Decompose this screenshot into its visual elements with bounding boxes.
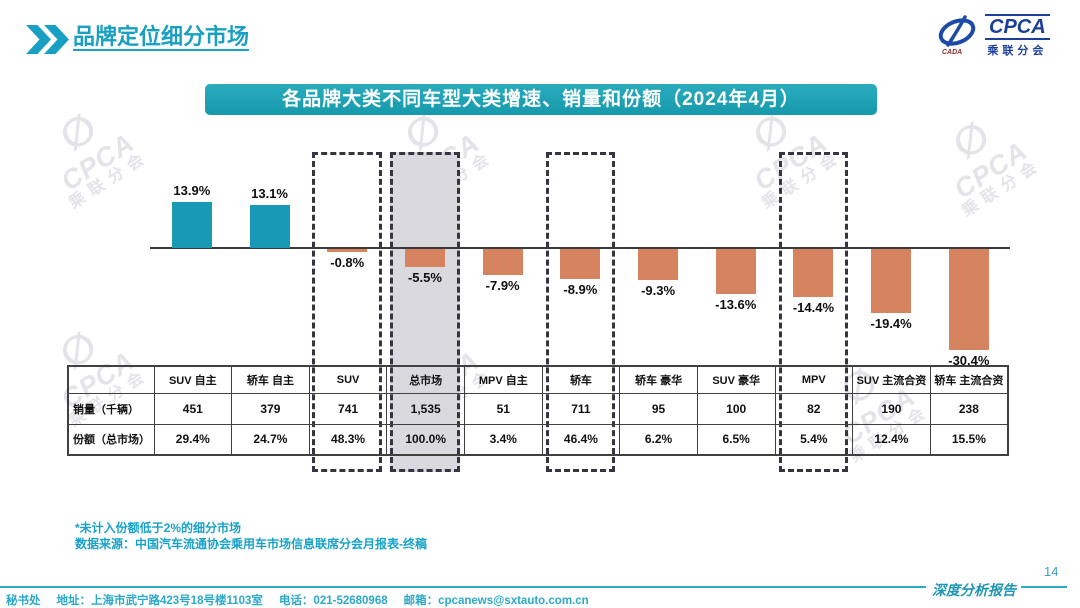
table-row: 份额（总市场） 29.4% 24.7% 48.3% 100.0% 3.4% 46.4% 6.2… (67, 423, 1009, 456)
bar-SUV 自主 (171, 201, 212, 248)
column-header: SUV 主流合资 (852, 365, 931, 394)
table-cell: 451 (153, 392, 233, 425)
table-cell: 15.5% (929, 423, 1009, 456)
bar-value-label: -14.4% (792, 299, 835, 315)
row-header: 销量（千辆） (67, 392, 155, 425)
footer-email[interactable]: 邮箱：cpcanews@sxtauto.com.cn (403, 595, 589, 607)
title-chevrons-icon (26, 25, 69, 59)
corner-cell (67, 365, 155, 394)
footer-contact: 秘书处 地址：上海市武宁路423号18号楼1103室 电话：021-526809… (6, 592, 589, 608)
bar-SUV 豪华 (715, 249, 756, 295)
bar-value-label: -0.8% (330, 255, 365, 270)
table-cell: 1,535 (386, 392, 465, 425)
cpca-emblem-icon: CADA (938, 15, 976, 56)
bar-SUV (327, 249, 368, 252)
table-cell: 48.3% (308, 423, 388, 456)
table-cell: 3.4% (464, 423, 543, 456)
column-header: SUV 自主 (153, 365, 233, 394)
table-cell: 238 (929, 392, 1009, 425)
column-header: SUV 豪华 (696, 365, 776, 394)
bar-value-label: -19.4% (870, 316, 912, 332)
table-cell: 6.2% (619, 423, 698, 456)
bar-轿车 豪华 (638, 249, 679, 280)
table-cell: 190 (852, 392, 931, 425)
bar-value-label: -9.3% (641, 282, 676, 298)
column-header: MPV (774, 365, 854, 394)
footnote-source: 数据来源：中国汽车流通协会乘用车市场信息联席分会月报表-终稿 (75, 536, 427, 551)
highlight-box-SUV (312, 152, 383, 472)
bar-总市场 (404, 249, 445, 268)
table-cell: 51 (464, 392, 543, 425)
bar-value-label: -7.9% (485, 278, 520, 294)
logo-cpca-text: CPCA (985, 14, 1050, 40)
column-header: SUV (308, 365, 388, 394)
table-cell: 29.4% (153, 423, 233, 456)
table-cell: 379 (231, 392, 310, 425)
data-table: SUV 自主 轿车 自主 SUV 总市场 MPV 自主 轿车 轿车 豪华 SUV 豪华 MPV S… (67, 365, 1009, 456)
table-cell: 100 (696, 392, 776, 425)
column-header: 轿车 主流合资 (929, 365, 1009, 394)
footer-secretariat: 秘书处 (6, 595, 41, 607)
row-header: 份额（总市场） (67, 423, 155, 456)
footer-divider (0, 586, 926, 588)
table-cell: 46.4% (541, 423, 621, 456)
svg-text:CADA: CADA (942, 49, 962, 56)
table-header-row: SUV 自主 轿车 自主 SUV 总市场 MPV 自主 轿车 轿车 豪华 SUV 豪华 MPV S… (67, 365, 1009, 394)
bar-value-label: -5.5% (407, 270, 442, 286)
bar-SUV 主流合资 (871, 249, 912, 314)
table-cell: 100.0% (386, 423, 465, 456)
bar-value-label: -8.9% (563, 281, 598, 297)
footnotes: *未计入份额低于2%的细分市场 数据来源：中国汽车流通协会乘用车市场信息联席分会… (75, 521, 427, 553)
footer-line-short (1021, 586, 1067, 588)
page-number: 14 (1044, 564, 1059, 579)
bar-轿车 自主 (249, 204, 290, 248)
bar-轿车 (560, 249, 601, 279)
table-cell: 82 (774, 392, 854, 425)
column-header: 轿车 (541, 365, 621, 394)
column-header: MPV 自主 (464, 365, 543, 394)
logo-subtitle: 乘联分会 (987, 45, 1048, 57)
footer-phone: 电话：021-52680968 (278, 595, 388, 607)
column-header: 轿车 豪华 (619, 365, 698, 394)
table-cell: 711 (541, 392, 621, 425)
bar-value-label: 13.1% (251, 185, 288, 201)
chevron-right-icon (26, 25, 51, 54)
column-header: 总市场 (386, 365, 465, 394)
footer-address: 地址：上海市武宁路423号18号楼1103室 (56, 595, 263, 607)
table-cell: 741 (308, 392, 388, 425)
cpca-logo: CADA CPCA 乘联分会 (934, 14, 1050, 58)
table-cell: 6.5% (696, 423, 776, 456)
table-cell: 95 (619, 392, 698, 425)
table-cell: 24.7% (231, 423, 310, 456)
bar-轿车 主流合资 (948, 249, 989, 350)
report-label: 深度分析报告 (932, 584, 1016, 599)
x-axis-line (150, 247, 1010, 249)
bar-value-label: -30.4% (948, 352, 990, 368)
highlight-box-MPV (778, 152, 849, 472)
column-header: 轿车 自主 (231, 365, 310, 394)
bar-MPV 自主 (482, 249, 523, 276)
bar-MPV (793, 249, 834, 297)
chart-title-banner: 各品牌大类不同车型大类增速、销量和份额（2024年4月） (205, 84, 877, 115)
table-cell: 5.4% (774, 423, 854, 456)
bar-value-label: -13.6% (715, 297, 757, 313)
page-title: 品牌定位细分市场 (73, 24, 250, 49)
highlight-box-轿车 (545, 152, 616, 472)
footnote-threshold: *未计入份额低于2%的细分市场 (75, 521, 242, 535)
bar-value-label: 13.9% (173, 182, 211, 198)
table-row: 销量（千辆） 451 379 741 1,535 51 711 95 100 82 190 238 (67, 392, 1009, 425)
table-cell: 12.4% (852, 423, 931, 456)
